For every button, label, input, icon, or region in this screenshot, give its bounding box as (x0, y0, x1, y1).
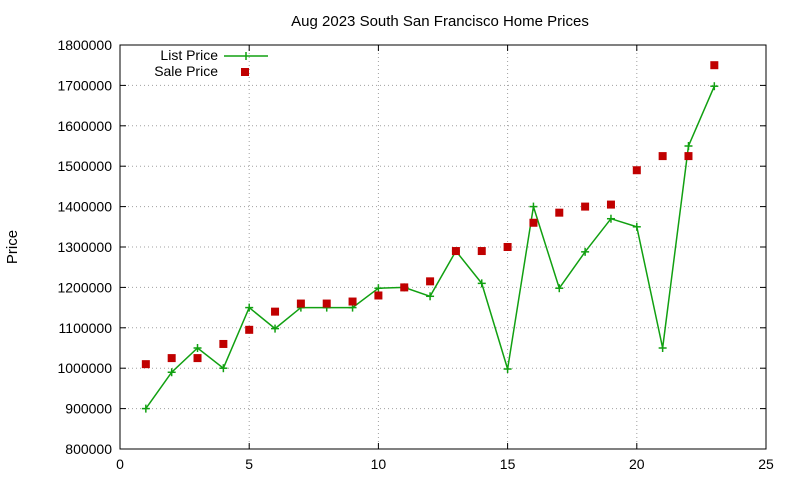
list-price-point (271, 324, 280, 333)
y-tick-label: 800000 (65, 441, 112, 457)
y-tick-label: 1500000 (57, 158, 112, 174)
x-tick-label: 20 (629, 456, 645, 472)
list-price-point (141, 404, 150, 413)
y-tick-label: 1200000 (57, 279, 112, 295)
sale-price-point (193, 354, 202, 363)
list-price-point (503, 365, 512, 374)
y-tick-label: 900000 (65, 401, 112, 417)
sale-price-point (219, 339, 228, 348)
grid (120, 45, 766, 449)
sale-price-point (632, 166, 641, 175)
axis-ticks: 0 5 10 15 20 25 800000 900000 1000000 1100000 1200… (57, 37, 774, 472)
sale-price-point (684, 152, 693, 161)
sale-price-point (606, 200, 615, 209)
list-price-point (606, 214, 615, 223)
x-tick-label: 5 (245, 456, 253, 472)
sale-price-point (477, 247, 486, 256)
list-price-point (581, 247, 590, 256)
sale-price-point (555, 208, 564, 217)
list-price-point (632, 222, 641, 231)
sale-price-point (167, 354, 176, 363)
list-price-point (710, 82, 719, 91)
sale-price-series (141, 61, 719, 369)
list-price-point (426, 292, 435, 301)
sale-price-point (141, 360, 150, 369)
sale-price-point (710, 61, 719, 70)
sale-price-point (271, 307, 280, 316)
list-price-point (555, 284, 564, 293)
y-tick-label: 1700000 (57, 77, 112, 93)
y-tick-label: 1000000 (57, 360, 112, 376)
list-price-line (145, 85, 716, 410)
x-tick-label: 15 (500, 456, 516, 472)
list-price-point (374, 284, 383, 293)
sale-price-point (658, 152, 667, 161)
list-price-point (529, 202, 538, 211)
sale-price-point (503, 243, 512, 251)
list-price-point (658, 344, 667, 352)
sale-price-point (322, 299, 331, 308)
legend-marker-sale-price (241, 68, 249, 76)
y-tick-label: 1800000 (57, 37, 112, 53)
y-tick-label: 1100000 (59, 320, 113, 336)
y-axis-label: Price (4, 230, 21, 264)
x-tick-label: 0 (116, 456, 124, 472)
sale-price-point (529, 218, 538, 227)
legend-label-list-price: List Price (160, 47, 218, 63)
y-tick-label: 1600000 (57, 118, 112, 134)
list-price-point (684, 142, 693, 150)
list-price-point (477, 279, 486, 288)
sale-price-point (451, 247, 460, 256)
list-price-point (245, 303, 254, 312)
list-price-series (141, 82, 719, 413)
legend: List Price Sale Price (154, 47, 268, 79)
sale-price-point (426, 277, 435, 286)
y-tick-label: 1300000 (57, 239, 112, 255)
sale-price-point (348, 297, 357, 306)
x-tick-label: 10 (371, 456, 387, 472)
legend-label-sale-price: Sale Price (154, 63, 218, 79)
sale-price-point (245, 325, 254, 334)
list-price-point (167, 368, 176, 377)
sale-price-point (400, 283, 409, 292)
chart-title: Aug 2023 South San Francisco Home Prices (291, 13, 589, 30)
x-tick-label: 25 (758, 456, 774, 472)
list-price-point (219, 364, 228, 373)
list-price-point (193, 344, 202, 352)
sale-price-point (581, 202, 590, 211)
y-tick-label: 1400000 (57, 199, 112, 215)
sale-price-point (374, 291, 383, 300)
sale-price-point (296, 299, 305, 308)
